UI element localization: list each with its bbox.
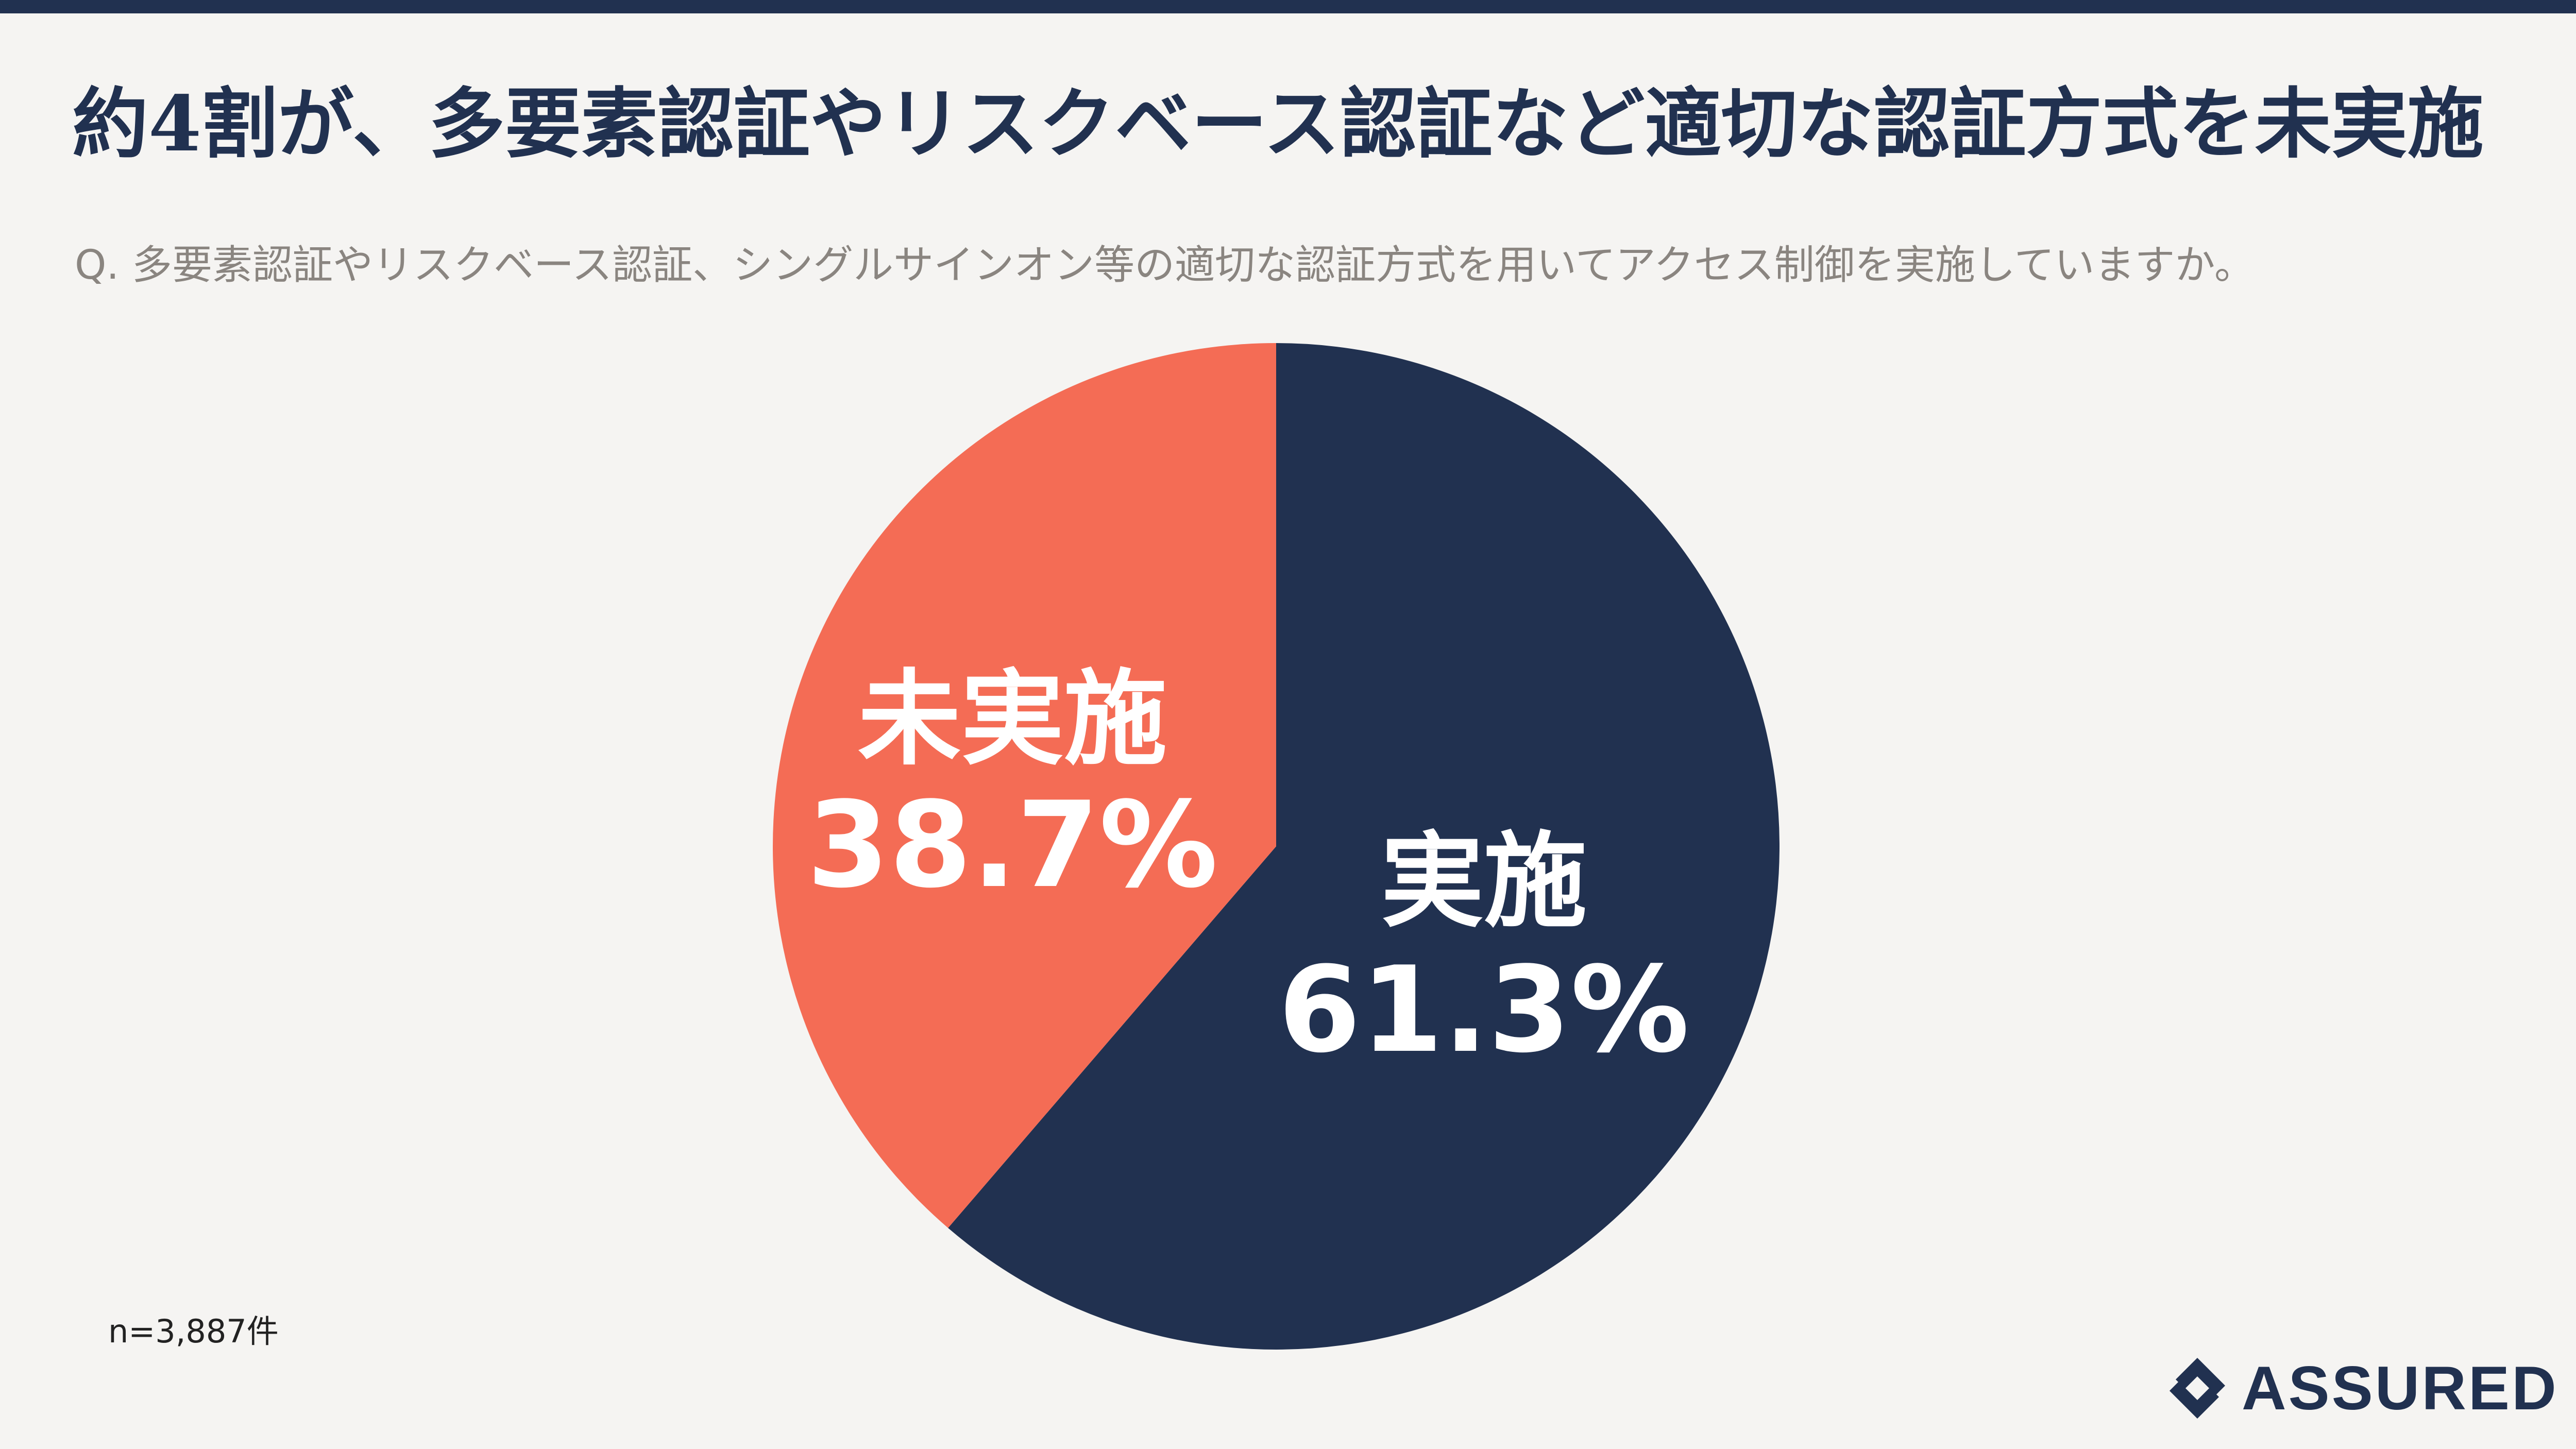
brand-logo: ASSURED xyxy=(2166,1354,2558,1423)
brand-name: ASSURED xyxy=(2242,1354,2558,1423)
slice-label: 実施 xyxy=(1381,822,1587,942)
top-accent-bar xyxy=(0,0,2576,13)
pie-slice xyxy=(773,343,1276,1228)
survey-question: Q. 多要素認証やリスクベース認証、シングルサインオン等の適切な認証方式を用いて… xyxy=(75,242,2255,288)
sample-size: n=3,887件 xyxy=(108,1312,279,1350)
pie-slice xyxy=(948,343,1780,1350)
assured-logo-icon xyxy=(2170,1358,2225,1419)
slice-value-label: 38.7% xyxy=(807,777,1218,914)
page-title: 約4割が、多要素認証やリスクベース認証など適切な認証方式を未実施 xyxy=(72,79,2484,168)
slice-label: 未実施 xyxy=(858,659,1167,779)
slice-value-label: 61.3% xyxy=(1278,942,1689,1079)
